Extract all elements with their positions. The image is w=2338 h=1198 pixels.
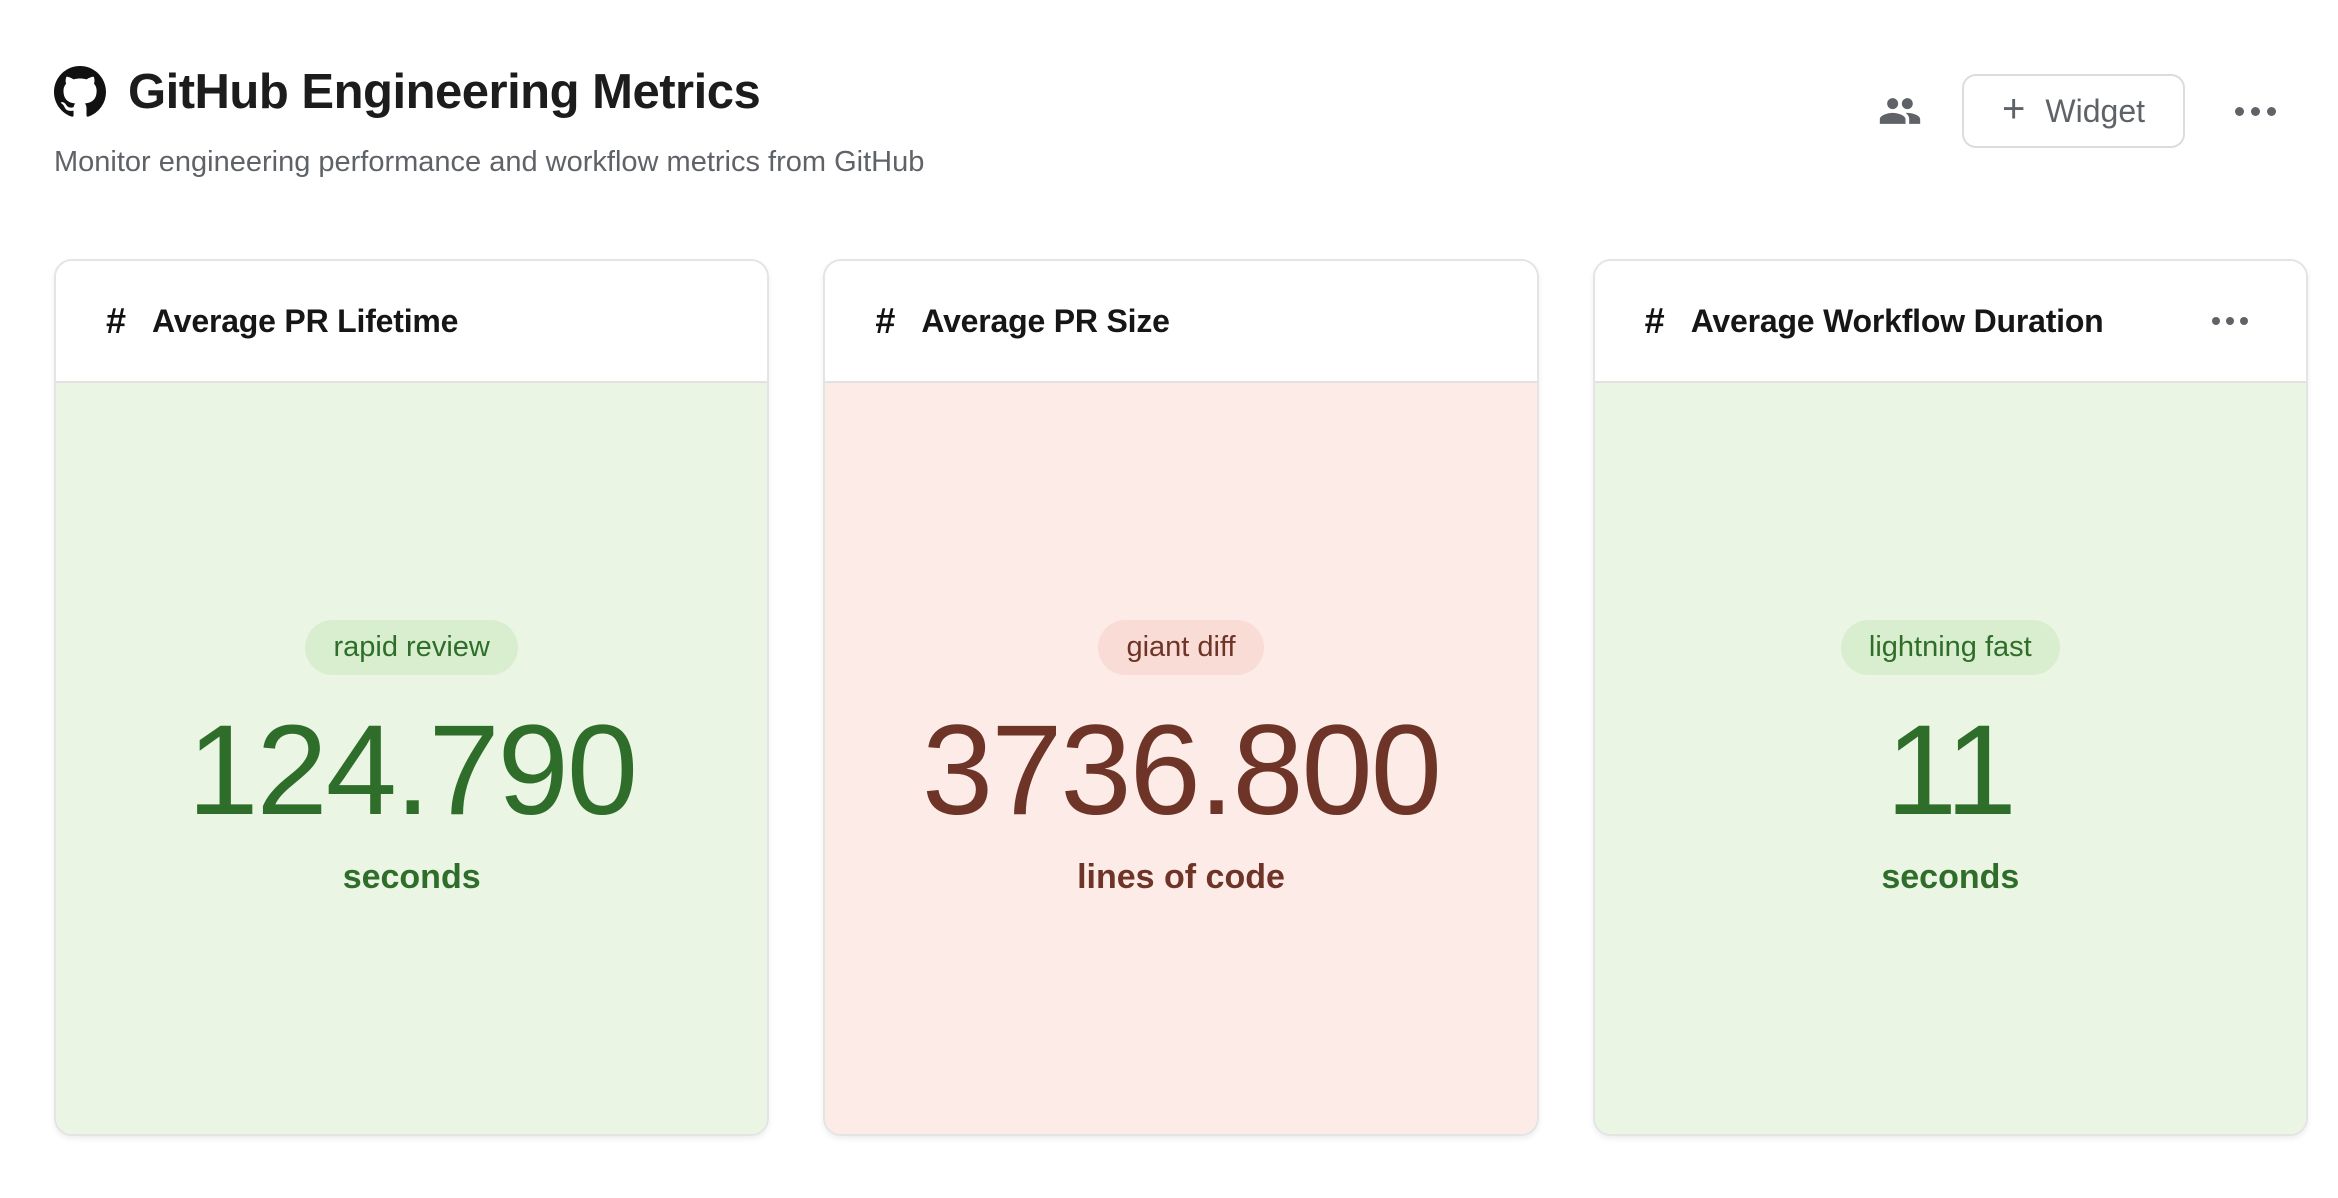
github-logo-icon	[54, 66, 106, 117]
widget-title: Average PR Lifetime	[152, 302, 459, 339]
widget-body: rapid review 124.790 seconds	[56, 383, 768, 1134]
metric-value: 124.790	[187, 698, 638, 842]
widget-card-average-pr-size: # Average PR Size giant diff 3736.800 li…	[823, 259, 1539, 1136]
collaborators-button[interactable]	[1878, 89, 1922, 133]
status-badge: giant diff	[1098, 619, 1264, 675]
metric-unit: seconds	[1881, 858, 2020, 897]
widgets-row: # Average PR Lifetime rapid review 124.7…	[0, 259, 2338, 1136]
metric-unit: lines of code	[1077, 858, 1285, 897]
widget-card-header[interactable]: # Average Workflow Duration	[1594, 261, 2306, 383]
ellipsis-icon	[2251, 106, 2260, 116]
title-row: GitHub Engineering Metrics	[54, 64, 924, 120]
ellipsis-icon	[2239, 317, 2248, 325]
widget-card-average-pr-lifetime: # Average PR Lifetime rapid review 124.7…	[54, 259, 770, 1136]
header-controls: + Widget	[1878, 74, 2286, 148]
ellipsis-icon	[2225, 317, 2234, 325]
widget-card-average-workflow-duration: # Average Workflow Duration lightning fa…	[1592, 259, 2308, 1136]
number-widget-icon: #	[875, 300, 896, 341]
add-widget-button[interactable]: + Widget	[1962, 74, 2185, 148]
widget-card-header[interactable]: # Average PR Size	[825, 261, 1537, 383]
dashboard-more-button[interactable]	[2225, 97, 2286, 126]
people-icon	[1879, 98, 1921, 124]
metric-value: 11	[1885, 698, 2017, 842]
widget-card-header[interactable]: # Average PR Lifetime	[56, 261, 768, 383]
number-widget-icon: #	[1644, 300, 1665, 341]
ellipsis-icon	[2235, 106, 2244, 116]
widget-more-button[interactable]	[2204, 309, 2256, 333]
dashboard-header: GitHub Engineering Metrics Monitor engin…	[0, 0, 2338, 179]
title-block: GitHub Engineering Metrics Monitor engin…	[54, 64, 924, 179]
status-badge: lightning fast	[1840, 619, 2060, 675]
add-widget-label: Widget	[2045, 92, 2145, 129]
widget-title: Average PR Size	[921, 302, 1170, 339]
page-subtitle: Monitor engineering performance and work…	[54, 146, 925, 178]
page-title: GitHub Engineering Metrics	[128, 65, 761, 119]
metric-unit: seconds	[342, 858, 481, 897]
widget-body: lightning fast 11 seconds	[1594, 383, 2306, 1134]
status-badge: rapid review	[305, 619, 518, 675]
metric-value: 3736.800	[922, 698, 1442, 842]
ellipsis-icon	[2267, 106, 2276, 116]
widget-body: giant diff 3736.800 lines of code	[825, 383, 1537, 1134]
ellipsis-icon	[2211, 317, 2220, 325]
plus-icon: +	[2002, 87, 2026, 131]
widget-title: Average Workflow Duration	[1690, 302, 2104, 339]
number-widget-icon: #	[106, 300, 127, 341]
